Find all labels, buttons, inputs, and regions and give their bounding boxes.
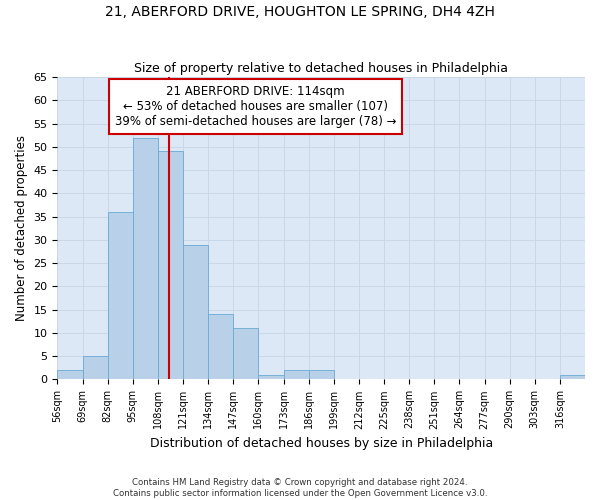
Bar [208,314,233,380]
Bar [58,370,83,380]
X-axis label: Distribution of detached houses by size in Philadelphia: Distribution of detached houses by size … [149,437,493,450]
Bar [158,152,183,380]
Bar [284,370,308,380]
Bar [183,244,208,380]
Text: 21, ABERFORD DRIVE, HOUGHTON LE SPRING, DH4 4ZH: 21, ABERFORD DRIVE, HOUGHTON LE SPRING, … [105,5,495,19]
Bar [83,356,107,380]
Bar [308,370,334,380]
Title: Size of property relative to detached houses in Philadelphia: Size of property relative to detached ho… [134,62,508,74]
Text: 21 ABERFORD DRIVE: 114sqm
← 53% of detached houses are smaller (107)
39% of semi: 21 ABERFORD DRIVE: 114sqm ← 53% of detac… [115,84,396,128]
Bar [259,375,284,380]
Bar [107,212,133,380]
Y-axis label: Number of detached properties: Number of detached properties [15,135,28,322]
Text: Contains HM Land Registry data © Crown copyright and database right 2024.
Contai: Contains HM Land Registry data © Crown c… [113,478,487,498]
Bar [233,328,259,380]
Bar [133,138,158,380]
Bar [560,375,585,380]
